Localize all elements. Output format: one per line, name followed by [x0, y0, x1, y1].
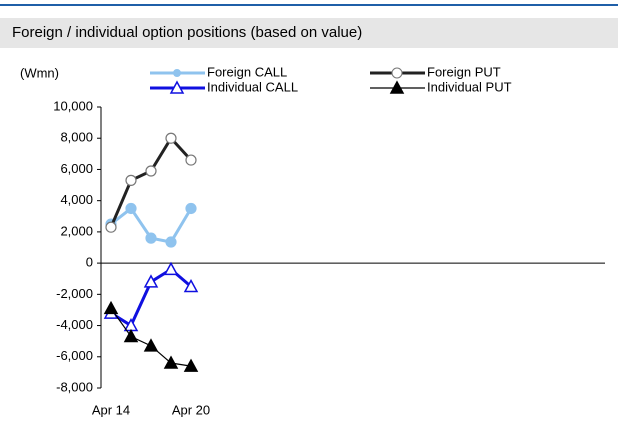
legend-label: Individual PUT — [427, 79, 512, 94]
title-band — [0, 18, 618, 48]
legend-marker — [389, 80, 405, 94]
point — [125, 202, 137, 215]
y-tick-label: 0 — [86, 255, 93, 270]
point — [185, 202, 197, 215]
y-tick-label: 2,000 — [60, 223, 93, 238]
chart-title: Foreign / individual option positions (b… — [12, 24, 362, 41]
point — [185, 154, 197, 166]
x-tick-label: Apr 14 — [92, 402, 130, 417]
legend-label: Foreign PUT — [427, 64, 501, 79]
point — [165, 132, 177, 144]
y-tick-label: 6,000 — [60, 161, 93, 176]
y-tick-label: -6,000 — [56, 348, 93, 363]
point — [183, 358, 199, 372]
y-tick-label: -2,000 — [56, 286, 93, 301]
legend-marker — [391, 67, 403, 79]
point — [165, 236, 177, 248]
y-tick-label: -4,000 — [56, 317, 93, 332]
point — [143, 274, 159, 288]
point — [183, 278, 199, 293]
y-tick-label: -8,000 — [56, 379, 93, 394]
legend-label: Individual CALL — [207, 79, 298, 94]
series-line — [110, 308, 192, 367]
top-rule — [0, 4, 618, 6]
x-tick-label: Apr 20 — [172, 402, 210, 417]
point — [145, 165, 157, 177]
legend-marker — [169, 80, 185, 94]
point — [143, 338, 159, 352]
point — [163, 261, 179, 276]
legend-label: Foreign CALL — [207, 64, 287, 79]
point — [103, 300, 119, 315]
point — [163, 355, 179, 369]
point — [105, 221, 117, 233]
legend-marker — [173, 69, 181, 77]
point — [125, 174, 137, 186]
y-axis-label: (Wmn) — [20, 65, 59, 80]
y-tick-label: 4,000 — [60, 192, 93, 207]
y-tick-label: 10,000 — [53, 98, 93, 113]
point — [145, 232, 157, 244]
point — [123, 328, 139, 343]
y-tick-label: 8,000 — [60, 130, 93, 145]
